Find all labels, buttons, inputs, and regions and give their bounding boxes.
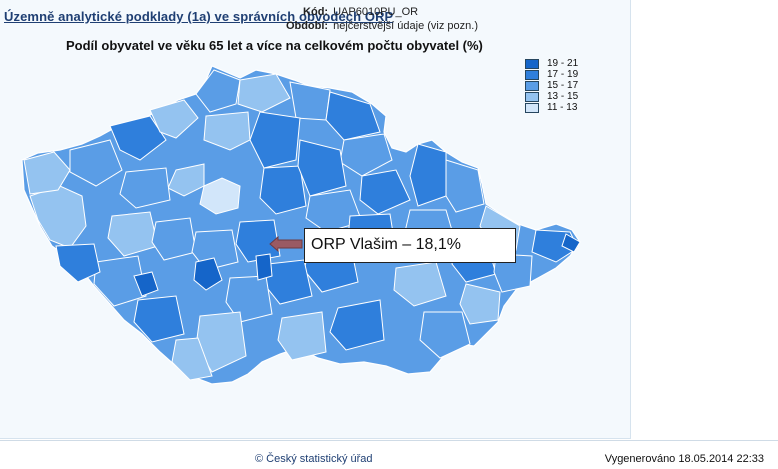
legend-item: 11 - 13 <box>525 102 578 113</box>
footer-source[interactable]: © Český statistický úřad <box>255 453 373 465</box>
legend-label: 11 - 13 <box>547 102 578 113</box>
legend-swatch <box>525 102 539 113</box>
region-bruntal[interactable] <box>445 159 485 213</box>
region-blatna[interactable] <box>193 257 223 291</box>
region-brno[interactable] <box>393 261 447 307</box>
region-vlasim[interactable] <box>255 253 273 281</box>
region-melnik[interactable] <box>203 111 251 151</box>
footer-generated: Vygenerováno 18.05.2014 22:33 <box>604 453 764 465</box>
code-label: Kód: <box>303 6 329 18</box>
period-value: nejčerstvější údaje (viz pozn.) <box>333 20 478 32</box>
region-horsovsky-tyn[interactable] <box>133 271 159 297</box>
region-domazlice[interactable] <box>55 243 101 283</box>
legend-item: 19 - 21 <box>525 58 578 69</box>
region-west[interactable] <box>29 185 87 249</box>
region-karlovy-vary[interactable] <box>69 139 123 187</box>
legend-label: 17 - 19 <box>547 69 579 80</box>
region-kladno[interactable] <box>167 163 205 197</box>
legend-item: 17 - 19 <box>525 69 578 80</box>
region-kolin[interactable] <box>259 165 307 215</box>
region-klatovy[interactable] <box>93 255 147 307</box>
region-jesenik[interactable] <box>409 143 447 207</box>
legend-swatch <box>525 69 539 80</box>
region-plzen[interactable] <box>107 211 159 257</box>
legend-label: 15 - 17 <box>547 80 579 91</box>
region-cesky-krumlov[interactable] <box>171 337 213 381</box>
region-znojmo[interactable] <box>329 299 385 351</box>
legend-item: 13 - 15 <box>525 91 578 102</box>
code-value: UAP6010PU_OR <box>333 6 419 18</box>
region-most[interactable] <box>149 99 199 139</box>
region-bystrice[interactable] <box>561 233 581 253</box>
region-cheb[interactable] <box>23 151 71 195</box>
footer-divider <box>0 440 778 441</box>
region-trutnov[interactable] <box>325 91 381 141</box>
region-rakovnik[interactable] <box>119 167 171 209</box>
region-praha[interactable] <box>199 177 241 215</box>
report-meta: Kód: UAP6010PU_OR Období: nejčerstvější úd… <box>248 5 478 33</box>
region-vsetin[interactable] <box>493 253 533 293</box>
region-prachatice[interactable] <box>133 295 185 343</box>
czech-republic-map <box>21 65 581 385</box>
map-legend: 19 - 21 17 - 19 15 - 17 13 - 15 11 - 13 <box>525 58 578 113</box>
region-hradec[interactable] <box>297 139 347 197</box>
region-decin[interactable] <box>195 69 241 113</box>
region-liberec[interactable] <box>237 73 291 113</box>
highest-share-regions <box>133 233 581 297</box>
callout-arrow <box>269 235 303 253</box>
region-jindrichuv-hradec[interactable] <box>277 311 327 361</box>
map-title: Podíl obyvatel ve věku 65 let a více na … <box>66 38 483 53</box>
legend-swatch <box>525 80 539 91</box>
region-central-north[interactable] <box>249 111 301 169</box>
report-title[interactable]: Územně analytické podklady (1a) ve správ… <box>4 9 394 24</box>
legend-label: 19 - 21 <box>547 58 579 69</box>
orp-callout: ORP Vlašim – 18,1% <box>304 228 516 263</box>
region-breclav[interactable] <box>419 311 471 359</box>
legend-label: 13 - 15 <box>547 91 579 102</box>
legend-swatch <box>525 58 539 69</box>
legend-item: 15 - 17 <box>525 80 578 91</box>
region-orlicke[interactable] <box>359 169 411 215</box>
region-pardubice[interactable] <box>305 189 363 233</box>
period-label: Období: <box>285 20 329 32</box>
code-row: Kód: UAP6010PU_OR <box>248 5 478 19</box>
region-rokycany[interactable] <box>151 217 197 261</box>
region-zlin[interactable] <box>459 283 501 325</box>
legend-swatch <box>525 91 539 102</box>
region-chomutov[interactable] <box>109 115 167 161</box>
period-row: Období: nejčerstvější údaje (viz pozn.) <box>248 19 478 33</box>
